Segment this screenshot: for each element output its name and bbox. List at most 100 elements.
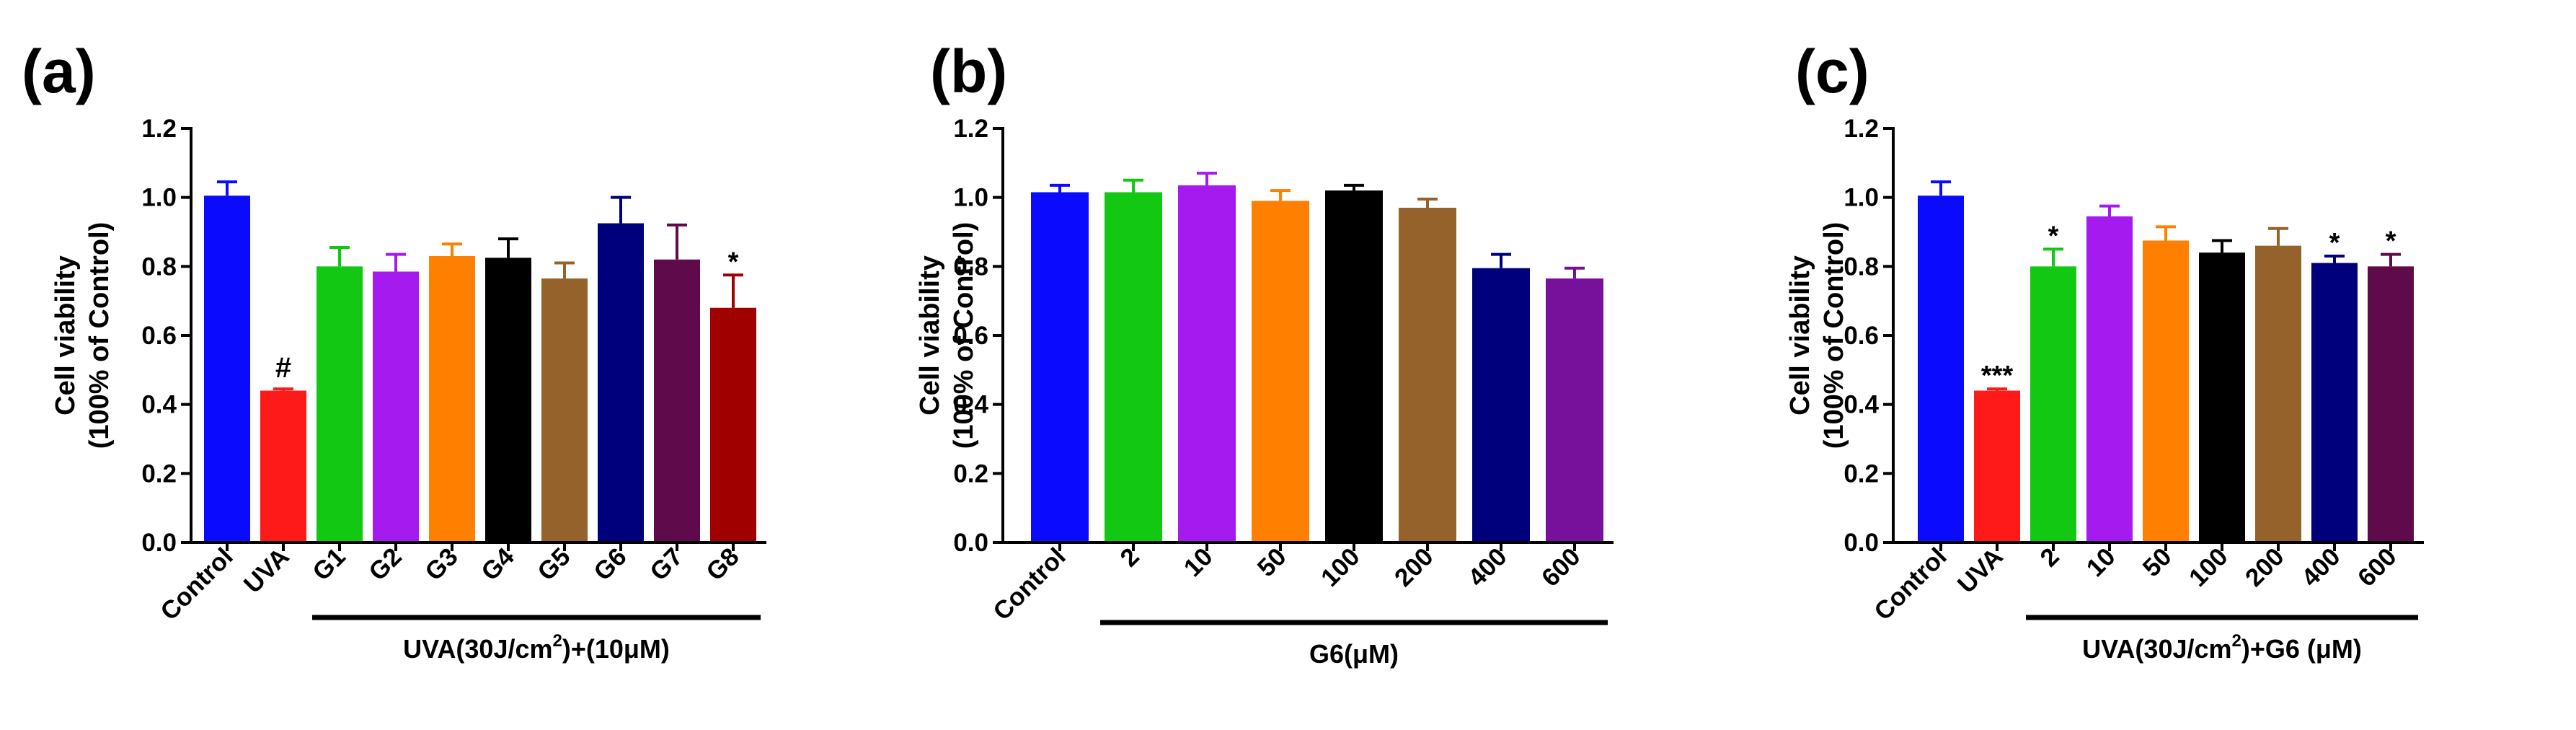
significance-marker: * bbox=[2386, 227, 2396, 257]
y-tick-label: 1.2 bbox=[1844, 115, 1879, 143]
bar-G1 bbox=[317, 266, 363, 542]
error-bar-50 bbox=[1270, 189, 1291, 201]
error-bar-G3 bbox=[442, 242, 462, 256]
error-bar-600 bbox=[1564, 266, 1585, 279]
y-tick-label: 0.2 bbox=[953, 459, 988, 488]
bar-2 bbox=[1105, 192, 1162, 542]
group-label: UVA(30J/cm2)+G6 (μM) bbox=[2082, 631, 2362, 664]
error-bar-2 bbox=[1123, 178, 1143, 193]
bar-Control bbox=[1031, 192, 1089, 542]
panel-label: (b) bbox=[930, 38, 1007, 105]
y-tick-label: 0.6 bbox=[1844, 322, 1879, 350]
error-bar-G2 bbox=[386, 252, 406, 272]
error-bar-100 bbox=[1344, 183, 1364, 191]
significance-marker: *** bbox=[1981, 361, 2014, 391]
significance-marker: * bbox=[2048, 221, 2059, 251]
y-tick-label: 0.2 bbox=[1844, 459, 1879, 488]
error-bar-G6 bbox=[611, 195, 631, 224]
error-bar-Control bbox=[217, 180, 237, 196]
x-tick-label: Control bbox=[1869, 542, 1952, 626]
x-tick-label: 100 bbox=[2184, 542, 2234, 592]
group-label: UVA(30J/cm2)+(10μM) bbox=[403, 631, 670, 664]
error-bar-Control bbox=[1050, 183, 1070, 193]
x-tick-label: G8 bbox=[701, 542, 745, 586]
y-axis-label: Cell viability bbox=[915, 255, 945, 415]
error-bar-G4 bbox=[498, 237, 518, 258]
bar-Control bbox=[204, 195, 250, 542]
bar-200 bbox=[1399, 208, 1456, 542]
x-tick-label: UVA bbox=[239, 542, 295, 599]
error-bar-200 bbox=[2268, 227, 2288, 246]
significance-marker: * bbox=[2329, 228, 2340, 258]
y-tick-label: 0.8 bbox=[953, 252, 988, 281]
error-bar-10 bbox=[2099, 204, 2120, 216]
y-tick-label: 1.2 bbox=[953, 115, 988, 143]
x-tick-label: Control bbox=[988, 542, 1071, 626]
x-tick-label: 600 bbox=[2353, 542, 2402, 592]
significance-marker: # bbox=[275, 352, 291, 384]
y-tick-label: 0.6 bbox=[141, 322, 177, 350]
bar-G3 bbox=[429, 255, 475, 542]
x-tick-label: G1 bbox=[307, 542, 351, 586]
y-tick-label: 0.8 bbox=[1844, 252, 1879, 281]
bar-10 bbox=[2086, 216, 2133, 542]
chart-panel-c: (c)Cell viability (100% of Control) **** * *… bbox=[1785, 38, 2424, 664]
y-tick-label: 0.4 bbox=[1844, 391, 1879, 419]
y-tick-label: 1.0 bbox=[141, 184, 177, 212]
chart-panel-a: (a) Cell viability (100% of Control) # * 0.0 0… bbox=[22, 38, 766, 664]
bar-G6 bbox=[598, 223, 644, 542]
x-tick-label: G4 bbox=[476, 542, 520, 586]
error-bar-G5 bbox=[554, 261, 575, 279]
error-bar-UVA bbox=[1987, 387, 2007, 391]
x-tick-label: 2 bbox=[2035, 542, 2064, 572]
bar-600 bbox=[1546, 278, 1603, 542]
x-tick-label: 10 bbox=[2081, 542, 2121, 582]
x-tick-label: G7 bbox=[645, 542, 689, 586]
y-tick-label: 0.8 bbox=[141, 252, 177, 281]
error-bar-600 bbox=[2381, 252, 2401, 267]
bar-100 bbox=[2199, 252, 2245, 542]
panel-label: (c) bbox=[1795, 38, 1869, 105]
bar-UVA bbox=[1974, 390, 2020, 542]
error-bar-G8 bbox=[723, 273, 743, 308]
error-bar-G7 bbox=[667, 223, 687, 260]
y-tick-label: 0.0 bbox=[953, 529, 988, 557]
x-tick-label: G2 bbox=[363, 542, 407, 586]
x-tick-label: 100 bbox=[1316, 542, 1366, 592]
chart-panel-b: (b) Cell viability (100% of Control) 0.0 0.2… bbox=[915, 38, 1614, 669]
bar-600 bbox=[2368, 266, 2414, 542]
y-axis-label-units: (100% of Control) bbox=[1819, 222, 1849, 449]
error-bar-50 bbox=[2156, 225, 2176, 241]
bar-G5 bbox=[541, 278, 588, 542]
y-tick-label: 1.2 bbox=[141, 115, 177, 143]
bar-G2 bbox=[373, 271, 419, 542]
bar-400 bbox=[2311, 263, 2358, 542]
y-tick-label: 1.0 bbox=[1844, 184, 1879, 212]
bar-G8 bbox=[710, 307, 756, 542]
y-axis-label: Cell viability bbox=[1785, 255, 1815, 415]
bar-50 bbox=[2143, 240, 2189, 542]
x-tick-label: G5 bbox=[532, 542, 576, 586]
x-tick-label: 400 bbox=[2296, 542, 2346, 592]
x-tick-label: G3 bbox=[420, 542, 464, 586]
error-bar-UVA bbox=[273, 387, 293, 391]
bar-G4 bbox=[485, 258, 531, 542]
y-axis-label-units: (100% of Control) bbox=[84, 222, 115, 449]
x-tick-label: 50 bbox=[2138, 542, 2177, 582]
error-bar-100 bbox=[2212, 239, 2232, 253]
x-tick-label: 400 bbox=[1463, 542, 1513, 592]
y-axis-label-units: (100% of Control) bbox=[949, 222, 979, 449]
error-bar-10 bbox=[1197, 172, 1217, 185]
x-tick-label: 600 bbox=[1536, 542, 1586, 592]
error-bar-400 bbox=[2324, 254, 2345, 263]
error-bar-200 bbox=[1417, 198, 1438, 208]
y-tick-label: 1.0 bbox=[953, 184, 988, 212]
x-tick-label: G6 bbox=[588, 542, 632, 586]
error-bar-G1 bbox=[329, 246, 350, 267]
panel-label: (a) bbox=[22, 38, 96, 105]
y-tick-label: 0.0 bbox=[1844, 529, 1879, 557]
bar-G7 bbox=[654, 259, 700, 542]
group-label: G6(μM) bbox=[1309, 639, 1399, 669]
x-tick-label: 10 bbox=[1179, 542, 1218, 582]
